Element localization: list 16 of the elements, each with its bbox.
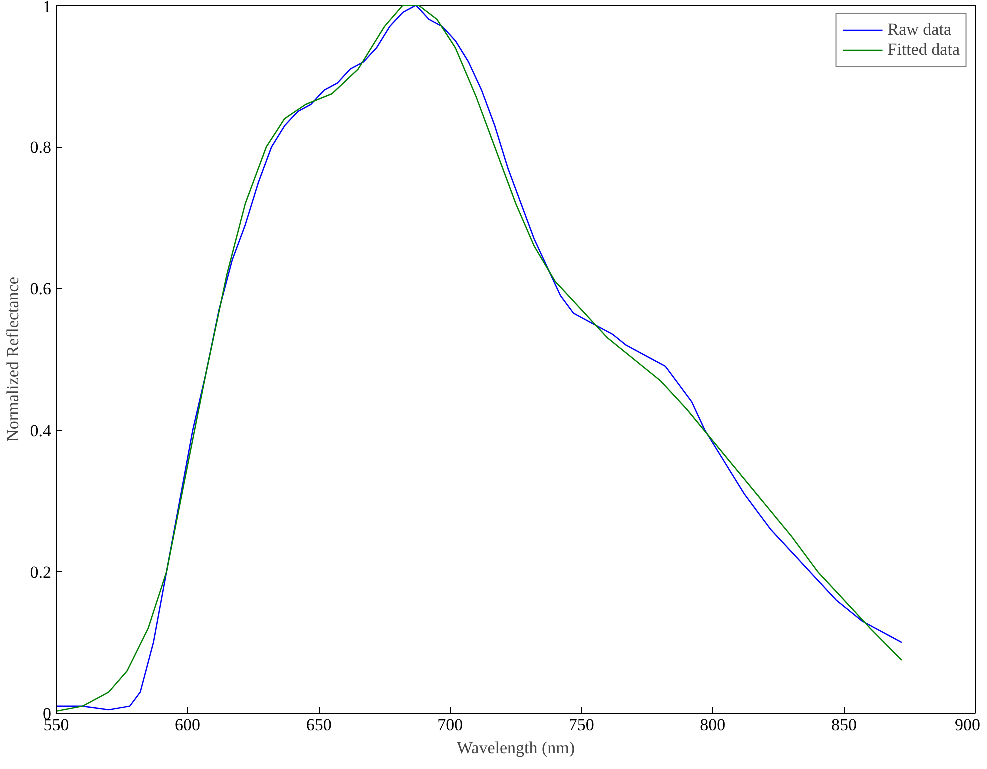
x-tick-label: 750 — [568, 716, 594, 734]
legend-label: Fitted data — [888, 40, 960, 60]
y-tick-label: 1 — [43, 0, 52, 16]
y-tick-label: 0.2 — [30, 562, 52, 582]
x-axis-title: Wavelength (nm) — [456, 738, 576, 758]
x-tick-label: 650 — [306, 716, 332, 734]
y-tick-label: 0.8 — [30, 138, 52, 158]
x-tick-label: 800 — [700, 716, 726, 734]
legend-label: Raw data — [888, 20, 952, 40]
y-tick-label: 0.4 — [30, 421, 52, 440]
y-tick-label: 0.6 — [30, 280, 52, 299]
x-tick-label: 900 — [955, 716, 980, 734]
y-axis-title: Normalized Reflectance — [3, 277, 22, 442]
x-tick-label: 600 — [175, 716, 201, 734]
x-tick-label: 850 — [831, 716, 857, 734]
x-tick-label: 700 — [438, 716, 464, 734]
